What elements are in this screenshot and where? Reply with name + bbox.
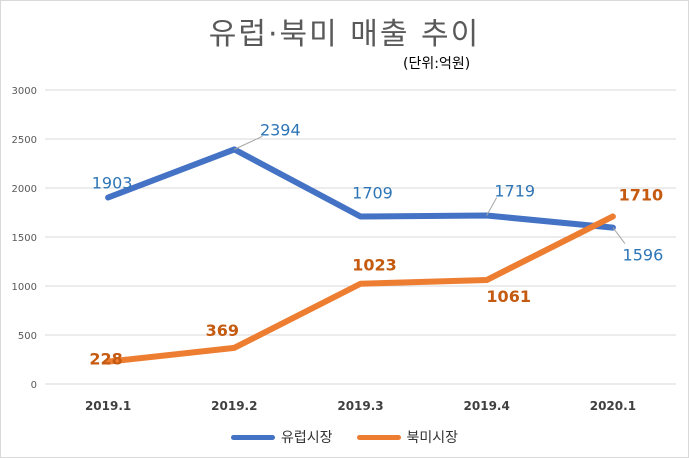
x-tick-label-3: 2019.4 — [464, 399, 510, 413]
data-label-0-4: 1596 — [623, 246, 664, 265]
legend-item-north-america: 북미시장 — [356, 427, 459, 447]
y-tick-label-1500: 1500 — [12, 233, 37, 244]
legend-swatch-europe — [230, 434, 275, 440]
leader-line-0-4 — [612, 227, 626, 244]
legend: 유럽시장 북미시장 — [1, 427, 688, 447]
data-label-1-0: 228 — [89, 350, 122, 369]
y-tick-label-2000: 2000 — [12, 184, 37, 195]
data-label-1-1: 369 — [206, 321, 239, 340]
data-label-1-2: 1023 — [352, 256, 397, 275]
chart-title: 유럽·북미 매출 추이 — [208, 17, 481, 52]
leader-line-0-1 — [234, 135, 263, 150]
data-label-1-4: 1710 — [619, 185, 664, 204]
series-line-1 — [105, 213, 616, 365]
y-tick-label-1000: 1000 — [12, 282, 37, 293]
y-tick-label-0: 0 — [31, 380, 37, 391]
legend-swatch-north-america — [356, 434, 401, 440]
x-tick-label-2: 2019.3 — [337, 399, 383, 413]
x-tick-label-1: 2019.2 — [211, 399, 257, 413]
y-tick-label-500: 500 — [18, 331, 37, 342]
x-tick-label-4: 2020.1 — [590, 399, 636, 413]
legend-label-north-america: 북미시장 — [406, 430, 459, 446]
data-label-0-3: 1719 — [494, 182, 535, 201]
series-line-0 — [105, 146, 616, 231]
chart-subtitle: (단위:억원) — [403, 56, 471, 72]
x-tick-label-0: 2019.1 — [85, 399, 131, 413]
leader-line-0-3 — [486, 197, 498, 216]
data-label-0-2: 1709 — [352, 184, 393, 203]
legend-item-europe: 유럽시장 — [230, 427, 333, 447]
y-tick-label-2500: 2500 — [12, 135, 37, 146]
legend-label-europe: 유럽시장 — [280, 430, 333, 446]
data-label-0-1: 2394 — [260, 120, 301, 139]
data-label-0-0: 1903 — [92, 174, 133, 193]
data-label-1-3: 1061 — [486, 287, 531, 306]
y-tick-label-3000: 3000 — [12, 86, 37, 97]
